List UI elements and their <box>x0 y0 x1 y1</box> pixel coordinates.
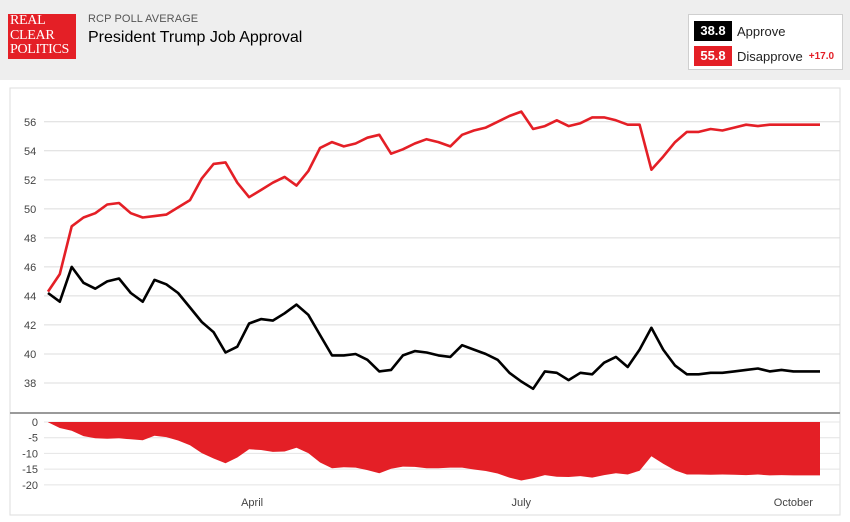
approve-label: Approve <box>737 23 786 39</box>
x-tick-label: April <box>241 497 263 509</box>
spread-tick-label: -10 <box>22 448 38 460</box>
chart-area: 38 40 42 44 46 48 50 52 54 56 0 -5 -10 -15 -20 April Jul… <box>0 80 850 517</box>
y-tick-label: 52 <box>24 175 36 187</box>
approve-line <box>47 265 820 391</box>
y-tick-label: 46 <box>24 262 36 274</box>
legend-approve[interactable]: 38.8 Approve <box>694 21 785 41</box>
y-tick-label: 42 <box>24 320 36 332</box>
spread-tick-label: -15 <box>22 464 38 476</box>
approve-value-badge: 38.8 <box>694 21 732 41</box>
disapprove-line <box>46 110 820 293</box>
chart-header: REAL CLEAR POLITICS RCP POLL AVERAGE Pre… <box>0 0 850 80</box>
y-tick-label: 48 <box>24 233 36 245</box>
spread-value: +17.0 <box>808 50 835 62</box>
disapprove-value-badge: 55.8 <box>694 46 732 66</box>
spread-area <box>48 422 820 481</box>
y-tick-label: 38 <box>24 378 36 390</box>
approval-chart-svg: 38 40 42 44 46 48 50 52 54 56 0 -5 -10 -15 -20 April Jul… <box>9 87 841 516</box>
y-tick-label: 50 <box>24 204 36 216</box>
x-tick-label: July <box>511 497 531 509</box>
x-tick-label: October <box>774 497 813 509</box>
y-tick-label: 44 <box>24 291 36 303</box>
chart-kicker: RCP POLL AVERAGE <box>88 13 199 25</box>
logo-line-2: CLEAR <box>10 27 55 43</box>
logo-line-1: REAL <box>10 13 46 28</box>
spread-tick-label: 0 <box>32 417 38 429</box>
chart-legend: 38.8 Approve 55.8 Disapprove +17.0 <box>688 14 843 70</box>
y-tick-label: 56 <box>24 117 36 129</box>
chart-title: President Trump Job Approval <box>88 29 303 46</box>
y-tick-label: 54 <box>24 146 36 158</box>
spread-tick-label: -20 <box>22 480 38 492</box>
legend-disapprove[interactable]: 55.8 Disapprove +17.0 <box>694 46 834 66</box>
spread-tick-label: -5 <box>28 433 38 445</box>
axis-layer: 38 40 42 44 46 48 50 52 54 56 0 -5 -10 -15 -20 April Jul… <box>22 117 813 509</box>
series-layer <box>46 110 820 481</box>
rcp-logo[interactable]: REAL CLEAR POLITICS <box>8 14 76 59</box>
y-tick-label: 40 <box>24 349 36 361</box>
disapprove-label: Disapprove <box>737 48 803 64</box>
logo-line-3: POLITICS <box>10 42 70 57</box>
